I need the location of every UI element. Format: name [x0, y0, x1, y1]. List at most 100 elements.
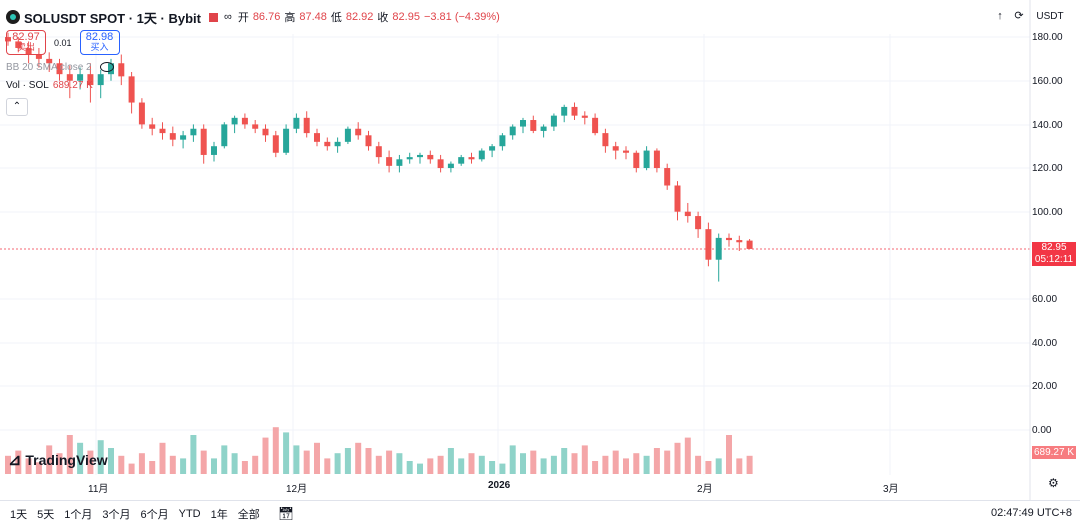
volume-bar	[664, 450, 671, 474]
candle-body	[272, 135, 279, 153]
price-tick: 180.00	[1032, 32, 1063, 43]
volume-bar	[592, 461, 599, 474]
volume-bars	[5, 427, 753, 474]
range-5d[interactable]: 5天	[37, 509, 55, 521]
candle-body	[15, 41, 22, 48]
candle-body	[56, 63, 63, 75]
volume-bar	[324, 458, 331, 474]
candle-body	[499, 135, 506, 147]
volume-bar	[231, 453, 238, 474]
volume-tag: 689.27 K	[1032, 446, 1076, 459]
volume-bar	[66, 435, 73, 474]
symbol-title[interactable]: SOLUSDT SPOT · 1天 · Bybit	[24, 10, 201, 26]
low-label: 低	[330, 12, 342, 24]
volume-bar	[437, 455, 444, 474]
eye-hidden-icon[interactable]	[100, 62, 115, 73]
volume-bar	[118, 455, 125, 474]
bb-label: BB 20 SMA close 2	[6, 62, 92, 73]
buy-price: 82.98	[85, 31, 114, 43]
candle-body	[25, 47, 32, 55]
volume-bar	[509, 445, 516, 474]
volume-bar	[108, 448, 114, 474]
more-icon[interactable]: ∞	[223, 11, 232, 23]
range-ytd[interactable]: YTD	[178, 508, 201, 520]
trade-buttons: 82.97 卖出 0.01 82.98 买入	[6, 30, 120, 55]
clock-time[interactable]: 02:47:49 UTC+8	[990, 507, 1072, 519]
calendar-icon[interactable]: 📅︎	[277, 506, 295, 521]
range-3m[interactable]: 3个月	[102, 509, 131, 521]
candle-body	[550, 115, 557, 127]
candle-body	[746, 240, 753, 249]
range-1y[interactable]: 1年	[210, 509, 228, 521]
price-tick: 20.00	[1032, 381, 1058, 392]
candle-body	[355, 128, 362, 136]
volume-bar	[35, 462, 42, 474]
volume-bar	[695, 455, 702, 474]
volume-bar	[427, 458, 434, 474]
volume-bar	[128, 463, 135, 474]
vol-label: Vol · SOL	[6, 80, 49, 91]
volume-bar	[283, 432, 290, 474]
volume-bar	[736, 458, 743, 474]
candle-body	[592, 117, 599, 134]
settings-icon[interactable]: ⚙	[1048, 476, 1059, 490]
candle-body	[643, 150, 650, 169]
sell-price: 82.97	[12, 31, 40, 43]
volume-bar	[581, 445, 588, 474]
range-1d[interactable]: 1天	[10, 509, 28, 521]
volume-bar	[530, 450, 537, 474]
candle-body	[46, 58, 53, 64]
candles	[5, 32, 753, 282]
range-all[interactable]: 全部	[237, 509, 260, 521]
candle-body	[200, 128, 207, 155]
range-1m[interactable]: 1个月	[64, 509, 93, 521]
currency-selector[interactable]: USDT	[1036, 11, 1064, 22]
refresh-icon[interactable]: ⟳	[1014, 10, 1024, 22]
candle-body	[715, 237, 722, 260]
volume-bar	[540, 458, 547, 474]
x-tick: 11月	[88, 484, 109, 495]
candle-countdown: 05:12:11	[1034, 254, 1074, 265]
volume-bar	[571, 453, 578, 474]
volume-bar	[499, 463, 506, 474]
volume-bar	[262, 437, 269, 474]
volume-bar	[303, 450, 310, 474]
candle-body	[180, 135, 187, 140]
candle-body	[87, 74, 94, 86]
candle-body	[252, 124, 259, 129]
low-value: 82.92	[345, 11, 374, 23]
spread-value: 0.01	[54, 37, 72, 48]
legend-bar: SOLUSDT SPOT · 1天 · Bybit ∞ 开 86.76 高 87.4…	[0, 0, 990, 34]
range-6m[interactable]: 6个月	[140, 509, 169, 521]
volume-bar	[272, 427, 279, 474]
candle-body	[386, 157, 393, 166]
current-price-tag: 82.95 05:12:11	[1032, 242, 1076, 266]
volume-indicator[interactable]: Vol · SOL 689.27 K	[6, 80, 93, 91]
candle-body	[262, 128, 269, 136]
collapse-legend-button[interactable]: ⌃	[6, 98, 28, 116]
bb-indicator[interactable]: BB 20 SMA close 2	[6, 62, 115, 73]
volume-bar	[643, 455, 650, 474]
candle-body	[447, 163, 454, 169]
x-tick: 12月	[286, 484, 308, 495]
candle-body	[664, 168, 671, 186]
volume-bar	[180, 458, 187, 474]
buy-button[interactable]: 82.98 买入	[79, 30, 120, 55]
volume-bar	[633, 453, 640, 474]
candle-body	[241, 117, 248, 125]
candle-body	[35, 54, 42, 59]
candle-body	[705, 229, 712, 260]
volume-bar	[293, 445, 300, 474]
price-tick: 140.00	[1032, 120, 1063, 131]
tradingview-logo[interactable]: ⊿ TradingView	[8, 450, 108, 470]
candle-body	[324, 141, 331, 147]
sol-logo-icon	[6, 10, 20, 24]
volume-bar	[396, 453, 403, 474]
candle-body	[530, 120, 537, 131]
volume-bar	[520, 453, 526, 474]
candle-body	[334, 141, 341, 147]
price-tick: 160.00	[1032, 76, 1063, 87]
arrow-up-icon[interactable]: ↑	[997, 10, 1003, 22]
candlestick-chart[interactable]	[0, 0, 1080, 500]
sell-button[interactable]: 82.97 卖出	[6, 30, 46, 55]
